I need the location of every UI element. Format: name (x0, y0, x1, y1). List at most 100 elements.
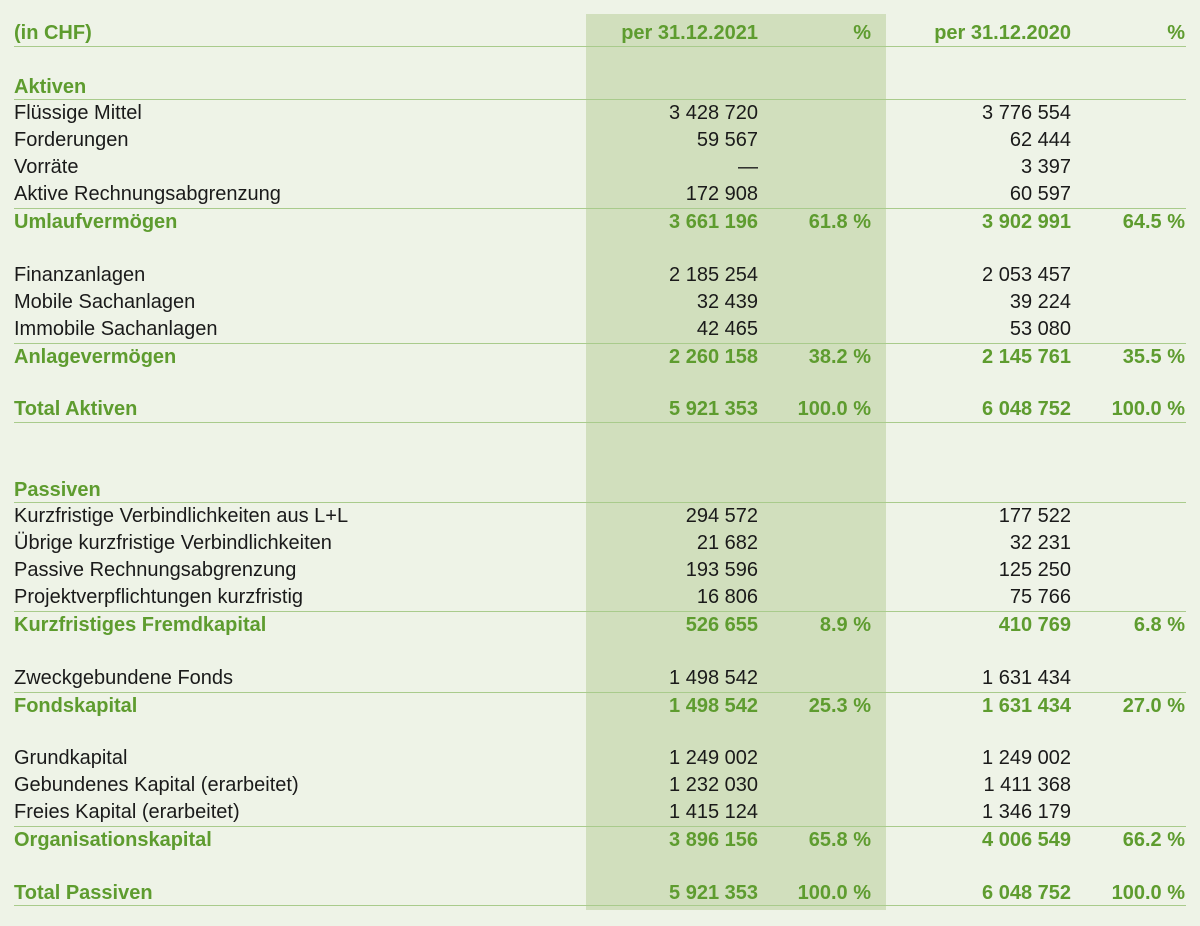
highlight-column-2021 (586, 14, 886, 910)
table-body: Aktiven Flüssige Mittel 3 428 720 3 776 554… (14, 47, 1186, 906)
table-row: Gebundenes Kapital (erarbeitet) 1 232 030… (14, 772, 1186, 799)
unit-label: (in CHF) (14, 22, 92, 44)
column-header-pct-2021: % (853, 22, 871, 44)
percent-2020: 66.2 % (1122, 829, 1185, 851)
row-label: Fondskapital (14, 694, 138, 717)
column-header-2021: per 31.12.2021 (621, 22, 758, 44)
subtotal-row: Anlagevermögen 2 260 158 38.2 % 2 145 761 35… (14, 342, 1186, 370)
row-label: Umlaufvermögen (14, 211, 178, 233)
value-2020: 62 444 (1009, 129, 1071, 151)
value-2020: 6 048 752 (982, 881, 1071, 904)
value-2021: 1 415 124 (669, 801, 758, 823)
table-row: Passive Rechnungsabgrenzung 193 596 125 25… (14, 557, 1186, 584)
table-row: Forderungen 59 567 62 444 (14, 127, 1186, 154)
value-2020: 1 346 179 (982, 801, 1071, 823)
value-2020: 60 597 (1009, 183, 1071, 205)
row-label: Aktive Rechnungsabgrenzung (14, 183, 281, 205)
value-2020: 1 411 368 (983, 774, 1072, 796)
percent-2020: 100.0 % (1111, 398, 1185, 420)
section-heading: Passiven (14, 477, 1186, 503)
table-row: Mobile Sachanlagen 32 439 39 224 (14, 289, 1186, 316)
row-label: Passive Rechnungsabgrenzung (14, 559, 297, 581)
value-2021: 59 567 (696, 129, 758, 151)
value-2021: 193 596 (685, 559, 758, 581)
subtotal-row: Kurzfristiges Fremdkapital 526 655 8.9 % 41… (14, 611, 1186, 638)
row-label: Total Aktiven (14, 398, 138, 420)
row-label: Grundkapital (14, 747, 128, 769)
value-2021: — (738, 156, 758, 178)
value-2021: 526 655 (685, 614, 758, 636)
row-label: Forderungen (14, 129, 129, 151)
blank-row (14, 47, 1186, 74)
value-2021: 172 908 (685, 183, 758, 205)
subtotal-row: Fondskapital 1 498 542 25.3 % 1 631 434 27.0… (14, 691, 1186, 719)
percent-2021: 25.3 % (808, 694, 871, 717)
row-label: Kurzfristiges Fremdkapital (14, 614, 267, 636)
value-2020: 4 006 549 (982, 829, 1071, 851)
value-2021: 1 498 542 (669, 694, 758, 717)
table-row: Kurzfristige Verbindlichkeiten aus L+L 29… (14, 503, 1186, 530)
table-row: Projektverpflichtungen kurzfristig 16 806… (14, 584, 1186, 611)
value-2020: 1 249 002 (982, 747, 1071, 769)
value-2021: 1 249 002 (669, 747, 758, 769)
table-row: Vorräte — 3 397 (14, 154, 1186, 181)
value-2021: 16 806 (696, 586, 758, 608)
value-2021: 3 896 156 (669, 829, 758, 851)
value-2020: 39 224 (1009, 290, 1071, 313)
row-label: Zweckgebundene Fonds (14, 666, 234, 689)
value-2021: 3 661 196 (669, 211, 758, 233)
value-2020: 1 631 434 (982, 694, 1071, 717)
value-2020: 2 053 457 (982, 263, 1071, 286)
row-label: Freies Kapital (erarbeitet) (14, 801, 240, 823)
value-2020: 1 631 434 (982, 666, 1071, 689)
value-2020: 410 769 (998, 614, 1071, 636)
table-row: Übrige kurzfristige Verbindlichkeiten 21 … (14, 530, 1186, 557)
value-2020: 75 766 (1009, 586, 1071, 608)
percent-2021: 8.9 % (819, 614, 871, 636)
blank-row (14, 369, 1186, 396)
value-2021: 2 185 254 (669, 263, 758, 286)
table-row: Freies Kapital (erarbeitet) 1 415 124 1 34… (14, 799, 1186, 826)
value-2021: 2 260 158 (669, 345, 758, 368)
value-2021: 42 465 (696, 317, 758, 340)
subtotal-row: Organisationskapital 3 896 156 65.8 % 4 006… (14, 826, 1186, 853)
percent-2020: 100.0 % (1111, 881, 1185, 904)
blank-row (14, 718, 1186, 745)
table-row: Aktive Rechnungsabgrenzung 172 908 60 597 (14, 181, 1186, 208)
row-label: Gebundenes Kapital (erarbeitet) (14, 774, 299, 796)
value-2020: 3 776 554 (982, 102, 1071, 124)
value-2020: 3 397 (1020, 156, 1071, 178)
value-2021: 5 921 353 (669, 881, 758, 904)
column-header-2020: per 31.12.2020 (934, 22, 1071, 44)
table-row: Grundkapital 1 249 002 1 249 002 (14, 745, 1186, 772)
value-2020: 6 048 752 (982, 398, 1071, 420)
table-header: (in CHF) per 31.12.2021 % per 31.12.2020… (14, 20, 1186, 47)
row-label: Flüssige Mittel (14, 102, 142, 124)
value-2021: 1 498 542 (669, 666, 758, 689)
percent-2021: 100.0 % (797, 398, 871, 420)
blank-row (14, 638, 1186, 665)
row-label: Mobile Sachanlagen (14, 290, 196, 313)
blank-row (14, 450, 1186, 477)
value-2020: 177 522 (998, 505, 1071, 527)
row-label: Immobile Sachanlagen (14, 317, 218, 340)
percent-2021: 38.2 % (808, 345, 871, 368)
value-2020: 3 902 991 (982, 211, 1071, 233)
total-row: Total Aktiven 5 921 353 100.0 % 6 048 752 10… (14, 396, 1186, 423)
row-label: Kurzfristige Verbindlichkeiten aus L+L (14, 505, 349, 527)
value-2020: 2 145 761 (982, 345, 1071, 368)
value-2021: 3 428 720 (669, 102, 758, 124)
percent-2021: 61.8 % (808, 211, 871, 233)
column-header-pct-2020: % (1167, 22, 1185, 44)
value-2020: 125 250 (998, 559, 1071, 581)
row-label: Anlagevermögen (14, 345, 177, 368)
value-2021: 32 439 (696, 290, 758, 313)
row-label: Übrige kurzfristige Verbindlichkeiten (14, 532, 332, 554)
row-label: Organisationskapital (14, 829, 212, 851)
table-row: Finanzanlagen 2 185 254 2 053 457 (14, 262, 1186, 289)
section-heading: Aktiven (14, 74, 1186, 100)
value-2020: 53 080 (1009, 317, 1071, 340)
blank-row (14, 423, 1186, 450)
percent-2021: 65.8 % (808, 829, 871, 851)
subtotal-row: Umlaufvermögen 3 661 196 61.8 % 3 902 991 64… (14, 208, 1186, 235)
